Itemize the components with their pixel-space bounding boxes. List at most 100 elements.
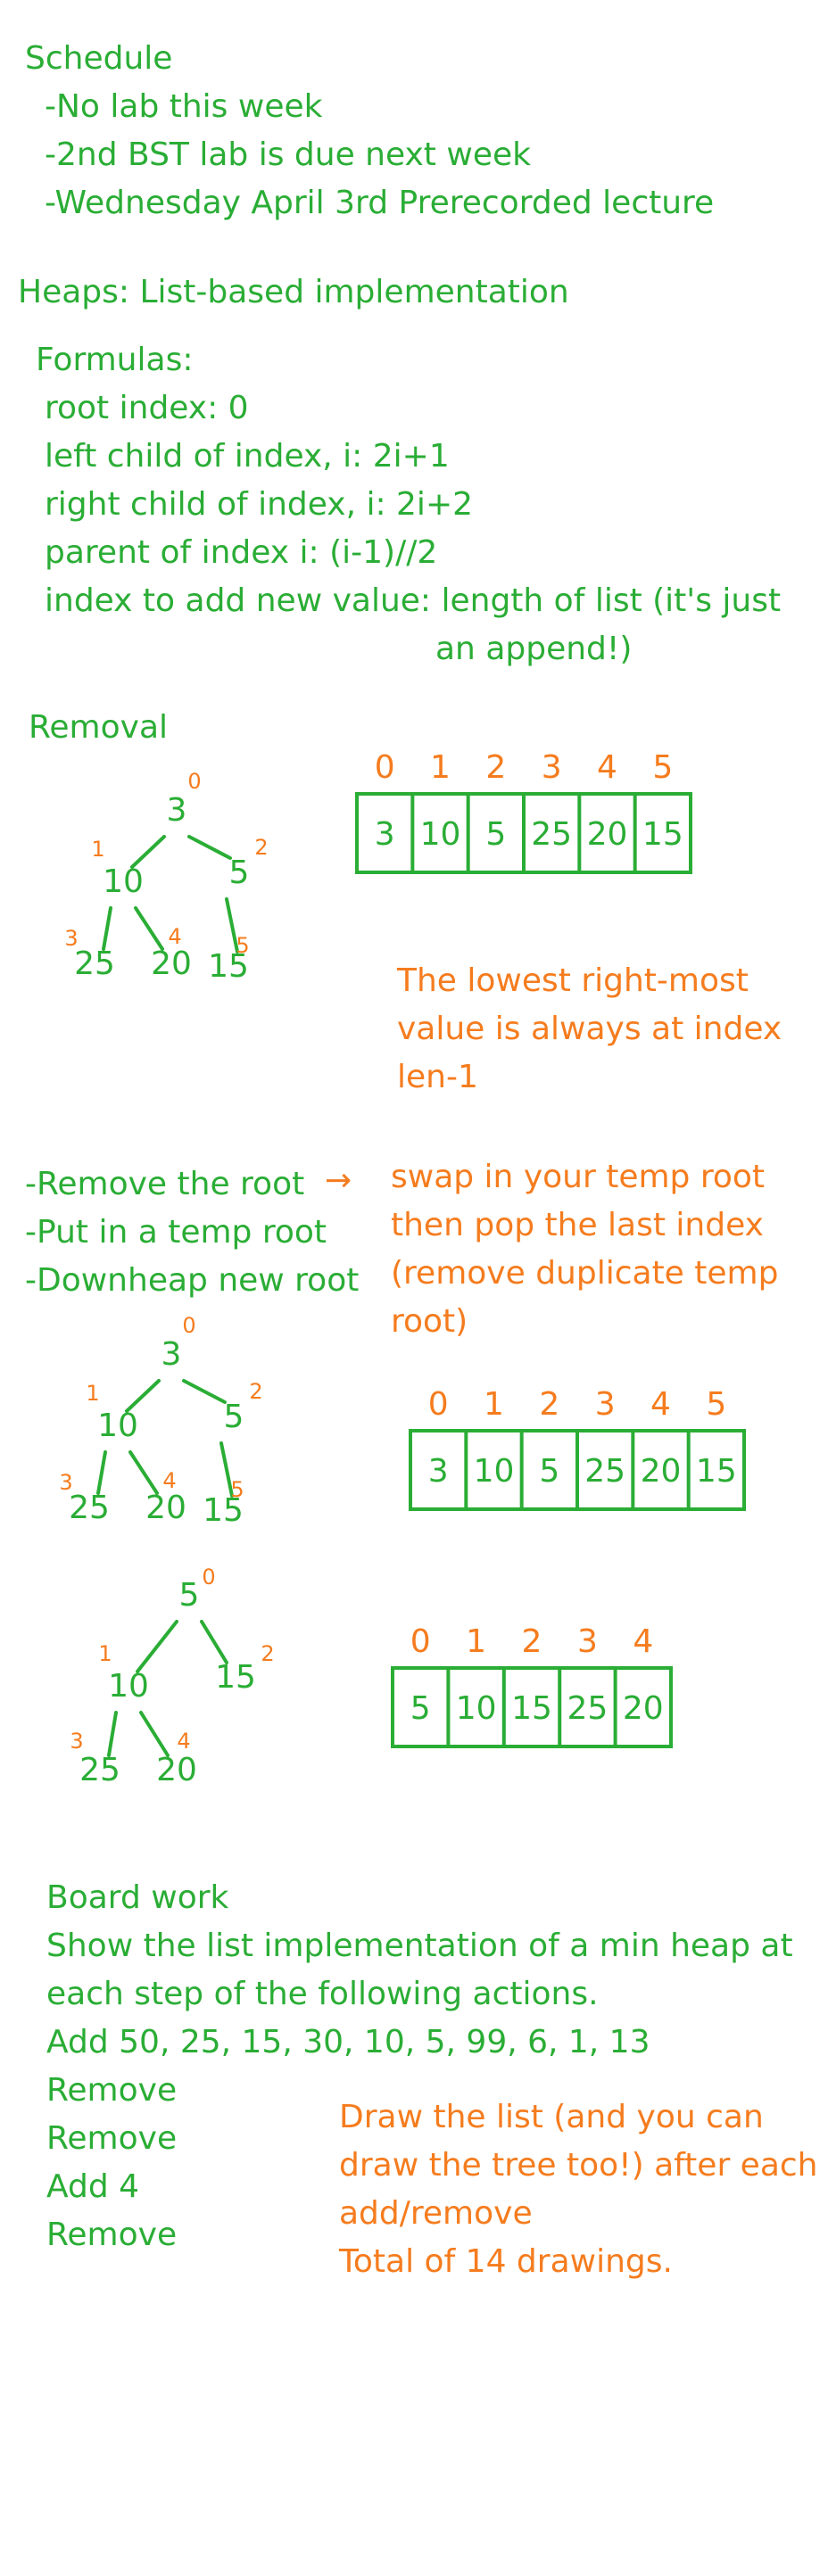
tree-node: 10 [103, 863, 144, 900]
list-index-label: 3 [542, 749, 562, 786]
board-line: Remove [46, 2217, 178, 2253]
tree-edge [200, 1620, 228, 1664]
list-cell-value: 10 [474, 1453, 515, 1490]
tree-edge [136, 1620, 178, 1673]
tree-edge [125, 1379, 161, 1413]
list-index-label: 0 [428, 1386, 449, 1423]
tree-index-label: 0 [182, 1313, 195, 1338]
list-cell-value: 5 [410, 1690, 431, 1727]
board-note-line: draw the tree too!) after each [339, 2147, 818, 2184]
tree-node: 20 [156, 1752, 197, 1788]
tree-edge [128, 1450, 159, 1495]
tree-node: 10 [108, 1668, 149, 1705]
board-note-line: add/remove [339, 2195, 533, 2232]
tree-index-label: 3 [59, 1470, 72, 1495]
formula-line: index to add new value: length of list (… [45, 582, 782, 619]
tree-node: 25 [74, 945, 115, 982]
tree-edge [130, 835, 166, 869]
list-index-label: 1 [430, 749, 451, 786]
tree-edge [102, 906, 112, 951]
tree-index-label: 1 [86, 1381, 99, 1406]
tree-node: 20 [151, 945, 192, 982]
tree-index-label: 1 [91, 837, 104, 862]
tree-node: 15 [203, 1492, 244, 1529]
swap-note-line: (remove duplicate temp [391, 1255, 779, 1292]
list-index-label: 2 [522, 1623, 542, 1660]
tree-node: 20 [145, 1490, 186, 1526]
removal-note-line: value is always at index [397, 1011, 782, 1047]
list-cell-value: 25 [584, 1453, 625, 1490]
list-cell-value: 5 [539, 1453, 559, 1490]
tree-edge [187, 835, 232, 860]
tree-node: 25 [79, 1752, 120, 1788]
board-line: Add 4 [46, 2168, 140, 2205]
tree-index-label: 4 [177, 1729, 190, 1754]
list-index-label: 4 [597, 749, 617, 786]
formula-line: left child of index, i: 2i+1 [45, 438, 450, 475]
board-line: Remove [46, 2072, 178, 2109]
tree-node: 15 [215, 1659, 256, 1696]
formula-line: parent of index i: (i-1)//2 [45, 534, 438, 571]
board-line: Show the list implementation of a min he… [46, 1928, 793, 1964]
tree-node: 3 [161, 1336, 182, 1373]
tree-edge [225, 897, 239, 954]
formula-continuation: an append!) [435, 631, 633, 667]
tree-node: 5 [224, 1399, 244, 1435]
tree-index-label: 0 [187, 769, 201, 794]
list-box [391, 1666, 673, 1748]
list-cell-value: 15 [696, 1453, 737, 1490]
board-line: each step of the following actions. [46, 1976, 599, 2012]
tree-index-label: 4 [168, 924, 181, 949]
list-cell-value: 25 [567, 1690, 608, 1727]
list-index-label: 4 [633, 1623, 653, 1660]
list-cell-value: 15 [642, 816, 683, 853]
tree-edge [219, 1441, 234, 1498]
tree-node: 10 [97, 1408, 138, 1444]
schedule-item: -2nd BST lab is due next week [45, 136, 531, 173]
list-cell-value: 15 [511, 1690, 552, 1727]
tree-edge [96, 1450, 107, 1495]
tree-index-label: 1 [98, 1641, 112, 1666]
board-note-line: Draw the list (and you can [339, 2099, 764, 2135]
list-index-label: 1 [466, 1623, 486, 1660]
tree-index-label: 2 [249, 1379, 262, 1404]
tree-index-label: 0 [202, 1565, 215, 1589]
board-line: Add 50, 25, 15, 30, 10, 5, 99, 6, 1, 13 [46, 2024, 650, 2060]
tree-edge [134, 906, 164, 951]
schedule-title: Schedule [25, 40, 173, 77]
list-cell-value: 10 [420, 816, 461, 853]
formula-line: root index: 0 [45, 390, 249, 426]
list-index-label: 0 [375, 749, 395, 786]
formula-line: right child of index, i: 2i+2 [45, 486, 474, 523]
formulas-title: Formulas: [36, 342, 194, 378]
swap-note-line: root) [391, 1303, 468, 1340]
tree-index-label: 3 [70, 1729, 83, 1754]
list-cell-value: 3 [375, 816, 395, 853]
removal-title: Removal [29, 709, 169, 746]
tree-index-label: 4 [162, 1468, 176, 1493]
list-index-label: 1 [484, 1386, 504, 1423]
list-index-label: 3 [595, 1386, 616, 1423]
list-cell-value: 25 [531, 816, 572, 853]
tree-node: 5 [229, 855, 250, 891]
arrow-icon: → [325, 1162, 352, 1199]
list-index-label: 0 [410, 1623, 431, 1660]
removal-step: -Put in a temp root [25, 1214, 327, 1251]
board-title: Board work [46, 1879, 229, 1916]
tree-node: 15 [208, 948, 249, 985]
tree-node: 25 [69, 1490, 110, 1526]
removal-note-line: The lowest right-most [397, 962, 749, 999]
list-index-label: 2 [485, 749, 506, 786]
board-note-line: Total of 14 drawings. [339, 2243, 673, 2280]
tree-edge [139, 1711, 170, 1757]
schedule-item: -No lab this week [45, 88, 323, 125]
list-cell-value: 5 [485, 816, 506, 853]
list-cell-value: 3 [428, 1453, 449, 1490]
removal-step: -Downheap new root [25, 1262, 360, 1299]
heaps-title: Heaps: List-based implementation [18, 274, 569, 310]
tree-edge [107, 1711, 118, 1757]
removal-step: -Remove the root [25, 1166, 305, 1202]
tree-index-label: 5 [230, 1477, 244, 1502]
list-index-label: 2 [539, 1386, 559, 1423]
